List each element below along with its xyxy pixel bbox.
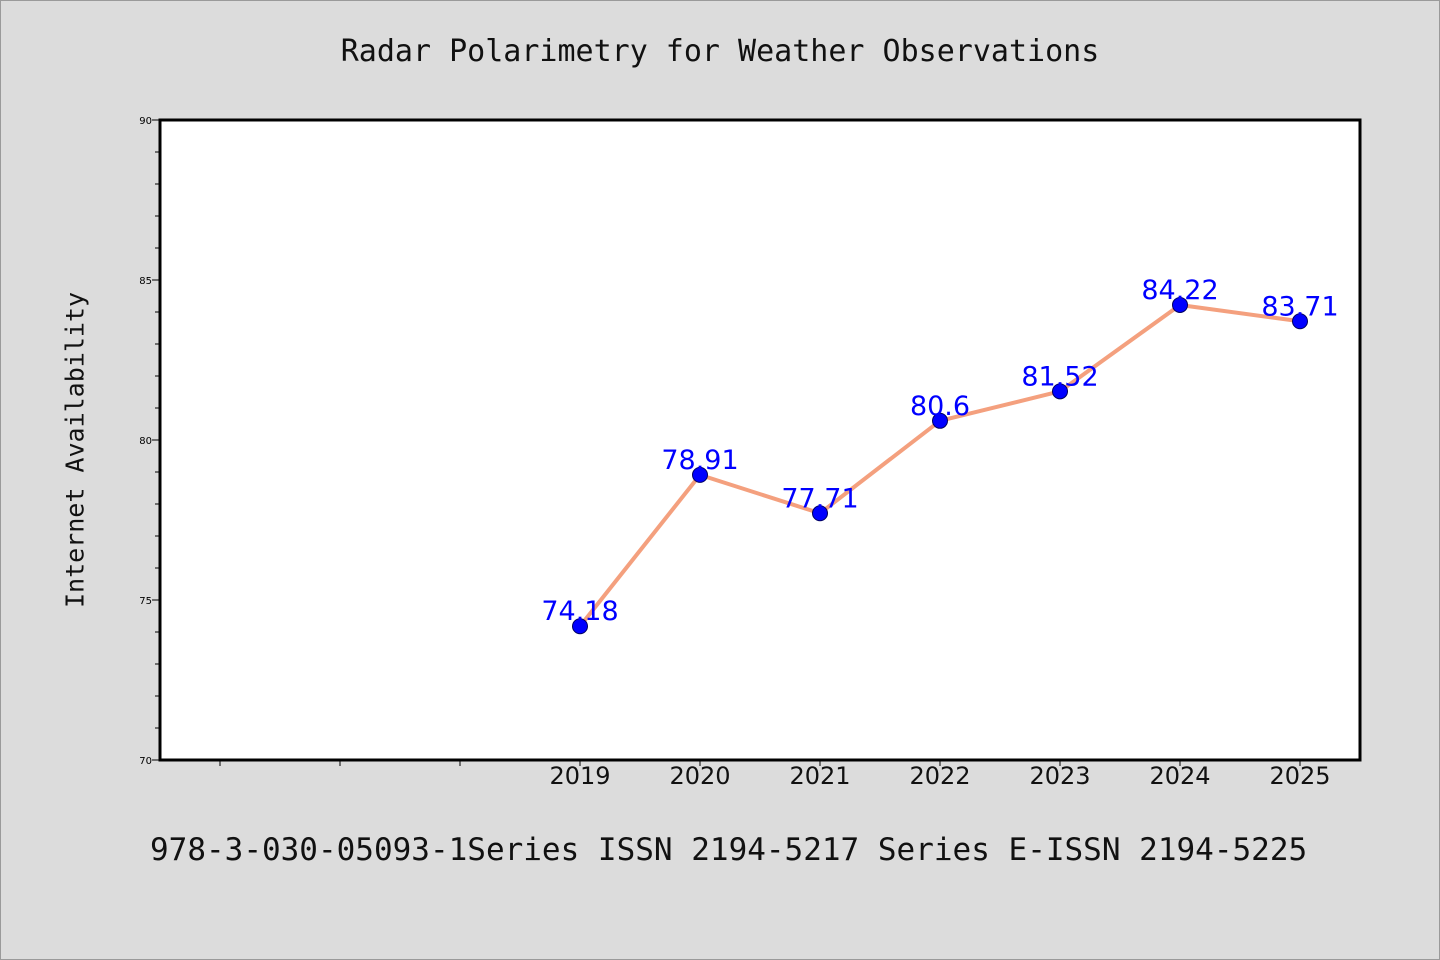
plot-area bbox=[160, 120, 1360, 760]
y-tick-label: 70 bbox=[139, 756, 152, 767]
data-value-label: 84.22 bbox=[1141, 275, 1218, 306]
data-value-label: 77.71 bbox=[781, 483, 858, 514]
footer-isbn-text: 978-3-030-05093-1Series ISSN 2194-5217 S… bbox=[150, 832, 1308, 868]
y-axis-ticks: 70 75 80 85 90 bbox=[139, 116, 160, 767]
x-tick-label: 2019 bbox=[549, 762, 610, 790]
x-axis-ticks: 2019 2020 2021 2022 2023 2024 2025 bbox=[219, 760, 1331, 790]
data-point-marker bbox=[1292, 313, 1308, 330]
x-tick-label: 2023 bbox=[1029, 762, 1090, 790]
y-tick-label: 90 bbox=[139, 116, 152, 127]
data-point-marker bbox=[1172, 296, 1188, 313]
data-value-label: 81.52 bbox=[1021, 361, 1098, 392]
y-tick-label: 85 bbox=[139, 276, 152, 287]
x-tick-label: 2025 bbox=[1269, 762, 1330, 790]
series-layer: 74.18 78.91 77.71 80.6 81.52 84.22 83.71 bbox=[541, 275, 1339, 635]
y-tick-label: 80 bbox=[139, 436, 152, 447]
data-point-marker bbox=[932, 412, 948, 429]
data-value-label: 83.71 bbox=[1261, 291, 1338, 322]
data-value-label: 78.91 bbox=[661, 445, 738, 476]
y-tick-label: 75 bbox=[139, 596, 152, 607]
plot-border bbox=[158, 118, 1362, 762]
data-point-marker bbox=[812, 505, 828, 522]
chart-title: Radar Polarimetry for Weather Observatio… bbox=[340, 34, 1100, 69]
data-point-marker bbox=[692, 466, 708, 483]
x-tick-label: 2024 bbox=[1149, 762, 1210, 790]
data-point-marker bbox=[572, 618, 588, 635]
x-tick-label: 2022 bbox=[909, 762, 970, 790]
data-value-label: 74.18 bbox=[541, 596, 618, 627]
x-tick-label: 2020 bbox=[669, 762, 730, 790]
data-value-label: 80.6 bbox=[910, 391, 970, 422]
data-point-marker bbox=[1052, 383, 1068, 400]
x-tick-label: 2021 bbox=[789, 762, 850, 790]
